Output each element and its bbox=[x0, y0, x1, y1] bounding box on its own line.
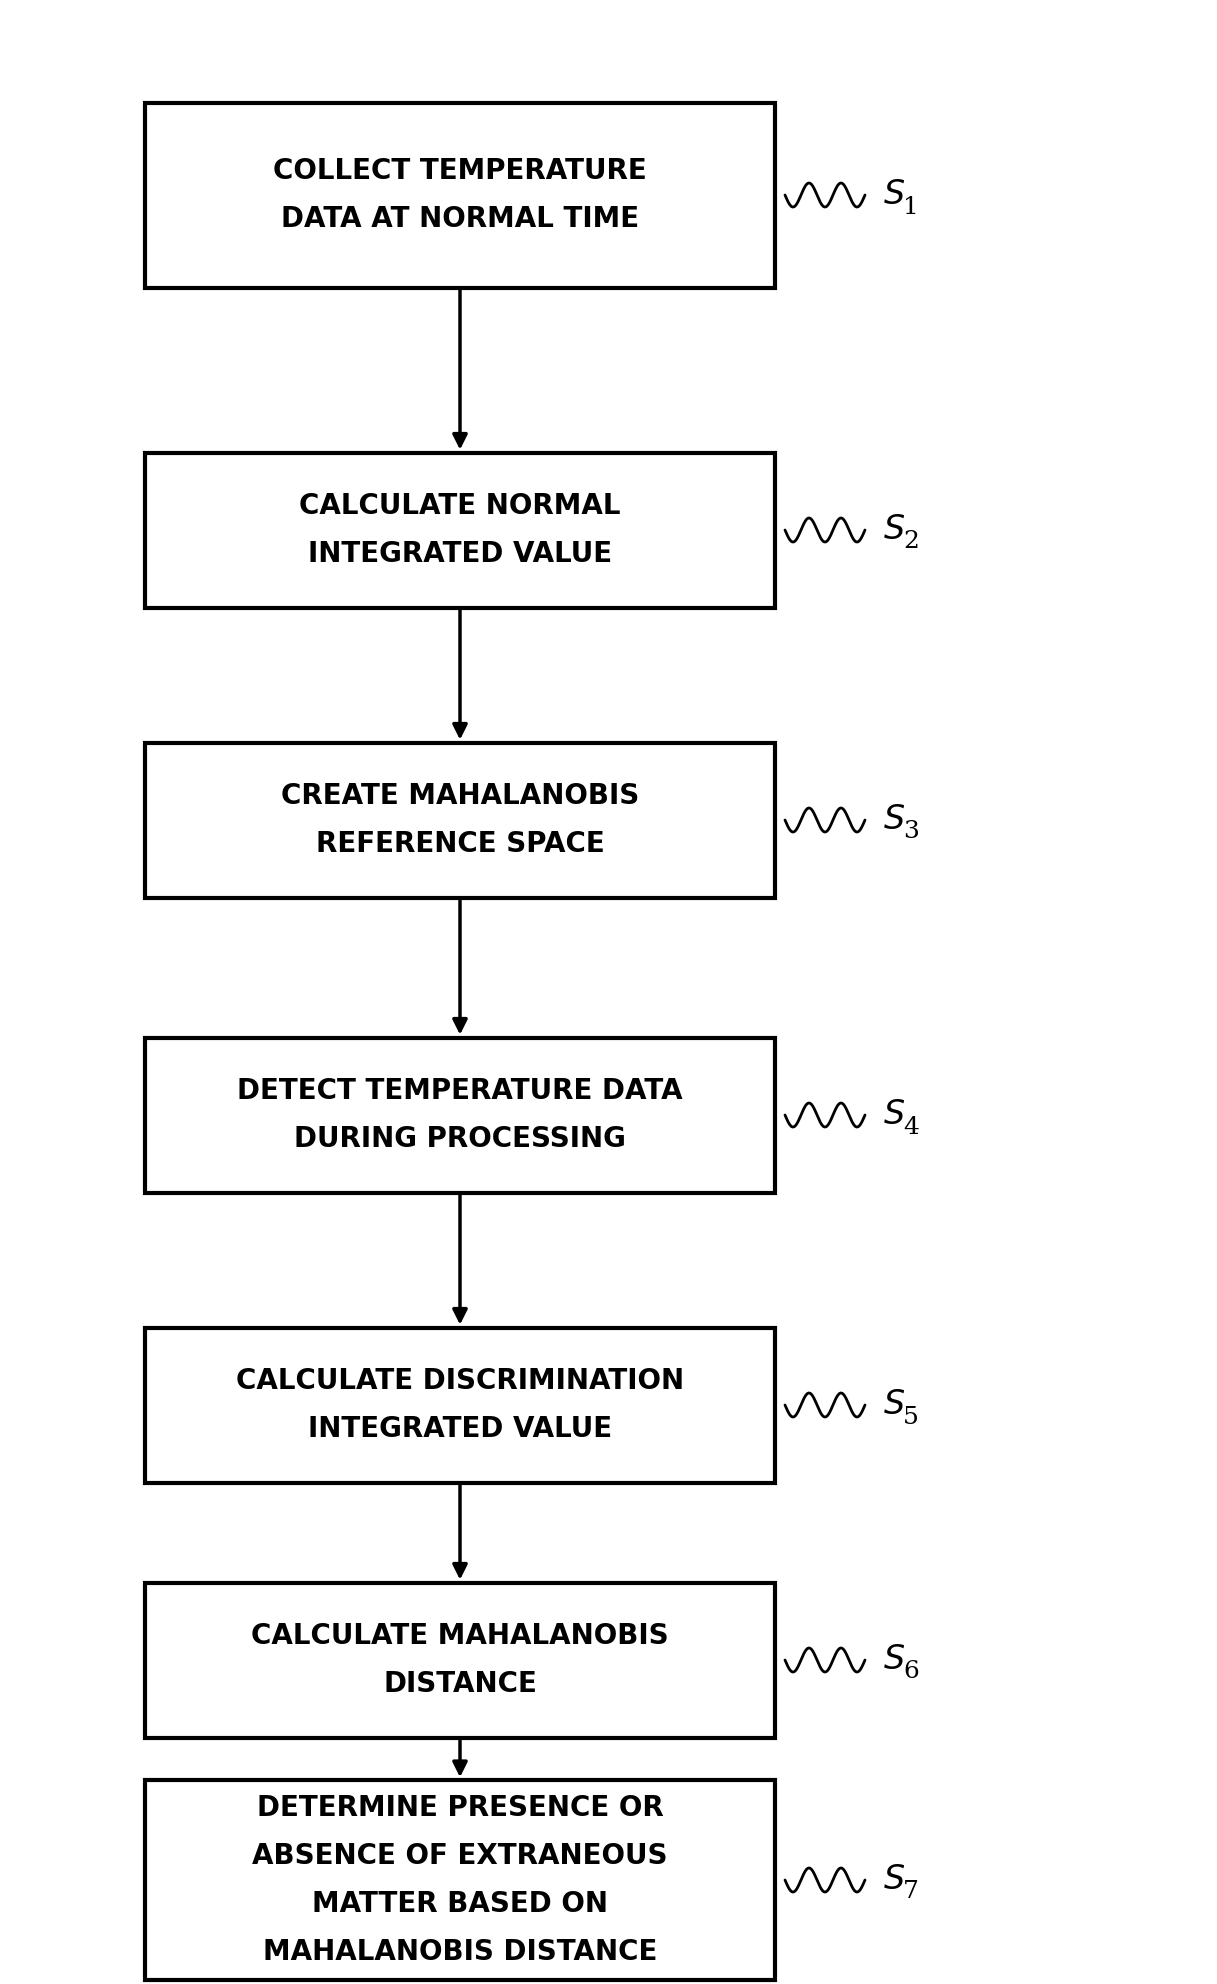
Text: 1: 1 bbox=[903, 196, 919, 218]
Text: $S$: $S$ bbox=[884, 1389, 905, 1421]
Text: DETECT TEMPERATURE DATA: DETECT TEMPERATURE DATA bbox=[237, 1077, 683, 1105]
Text: 6: 6 bbox=[903, 1661, 919, 1684]
Text: REFERENCE SPACE: REFERENCE SPACE bbox=[315, 829, 605, 857]
Text: DATA AT NORMAL TIME: DATA AT NORMAL TIME bbox=[281, 204, 639, 232]
Text: ABSENCE OF EXTRANEOUS: ABSENCE OF EXTRANEOUS bbox=[252, 1841, 668, 1871]
Text: $S$: $S$ bbox=[884, 1865, 905, 1897]
Text: MAHALANOBIS DISTANCE: MAHALANOBIS DISTANCE bbox=[263, 1938, 657, 1966]
Text: $S$: $S$ bbox=[884, 179, 905, 210]
Text: CALCULATE DISCRIMINATION: CALCULATE DISCRIMINATION bbox=[236, 1367, 684, 1395]
Bar bbox=[145, 1780, 775, 1980]
Bar bbox=[145, 452, 775, 607]
Text: CALCULATE NORMAL: CALCULATE NORMAL bbox=[299, 492, 621, 520]
Text: INTEGRATED VALUE: INTEGRATED VALUE bbox=[308, 540, 612, 567]
Text: $S$: $S$ bbox=[884, 1645, 905, 1676]
Bar bbox=[145, 103, 775, 288]
Text: CALCULATE MAHALANOBIS: CALCULATE MAHALANOBIS bbox=[251, 1623, 669, 1651]
Text: CREATE MAHALANOBIS: CREATE MAHALANOBIS bbox=[281, 782, 639, 809]
Text: DISTANCE: DISTANCE bbox=[383, 1671, 537, 1698]
Bar bbox=[145, 1327, 775, 1482]
Bar bbox=[145, 1583, 775, 1738]
Text: DURING PROCESSING: DURING PROCESSING bbox=[295, 1125, 626, 1153]
Text: 2: 2 bbox=[903, 530, 919, 554]
Text: $S$: $S$ bbox=[884, 514, 905, 546]
Text: DETERMINE PRESENCE OR: DETERMINE PRESENCE OR bbox=[257, 1794, 663, 1821]
Bar bbox=[145, 742, 775, 897]
Text: INTEGRATED VALUE: INTEGRATED VALUE bbox=[308, 1415, 612, 1442]
Text: 5: 5 bbox=[903, 1405, 919, 1428]
Text: $S$: $S$ bbox=[884, 804, 905, 835]
Text: 4: 4 bbox=[903, 1115, 919, 1139]
Text: 3: 3 bbox=[903, 821, 919, 843]
Text: 7: 7 bbox=[903, 1881, 919, 1903]
Text: MATTER BASED ON: MATTER BASED ON bbox=[312, 1891, 608, 1919]
Bar bbox=[145, 1038, 775, 1192]
Text: $S$: $S$ bbox=[884, 1099, 905, 1131]
Text: COLLECT TEMPERATURE: COLLECT TEMPERATURE bbox=[273, 157, 647, 185]
